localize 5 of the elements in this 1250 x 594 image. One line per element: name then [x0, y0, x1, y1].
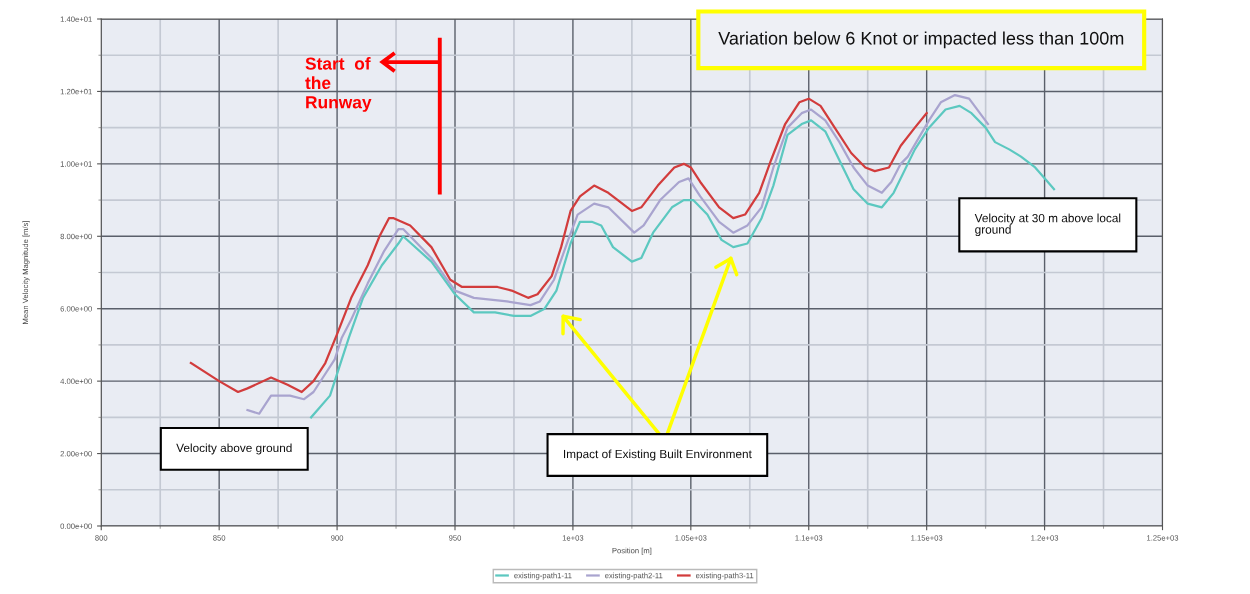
annotation: Impact of Existing Built Environment	[563, 449, 752, 461]
annotation: Variation below 6 Knot or impacted less than 100m	[718, 31, 1124, 49]
annotation: Velocity at 30 m above local ground	[974, 213, 1121, 237]
annotation: Start of the Runway	[305, 57, 372, 112]
annotation: Velocity above ground	[176, 443, 292, 455]
